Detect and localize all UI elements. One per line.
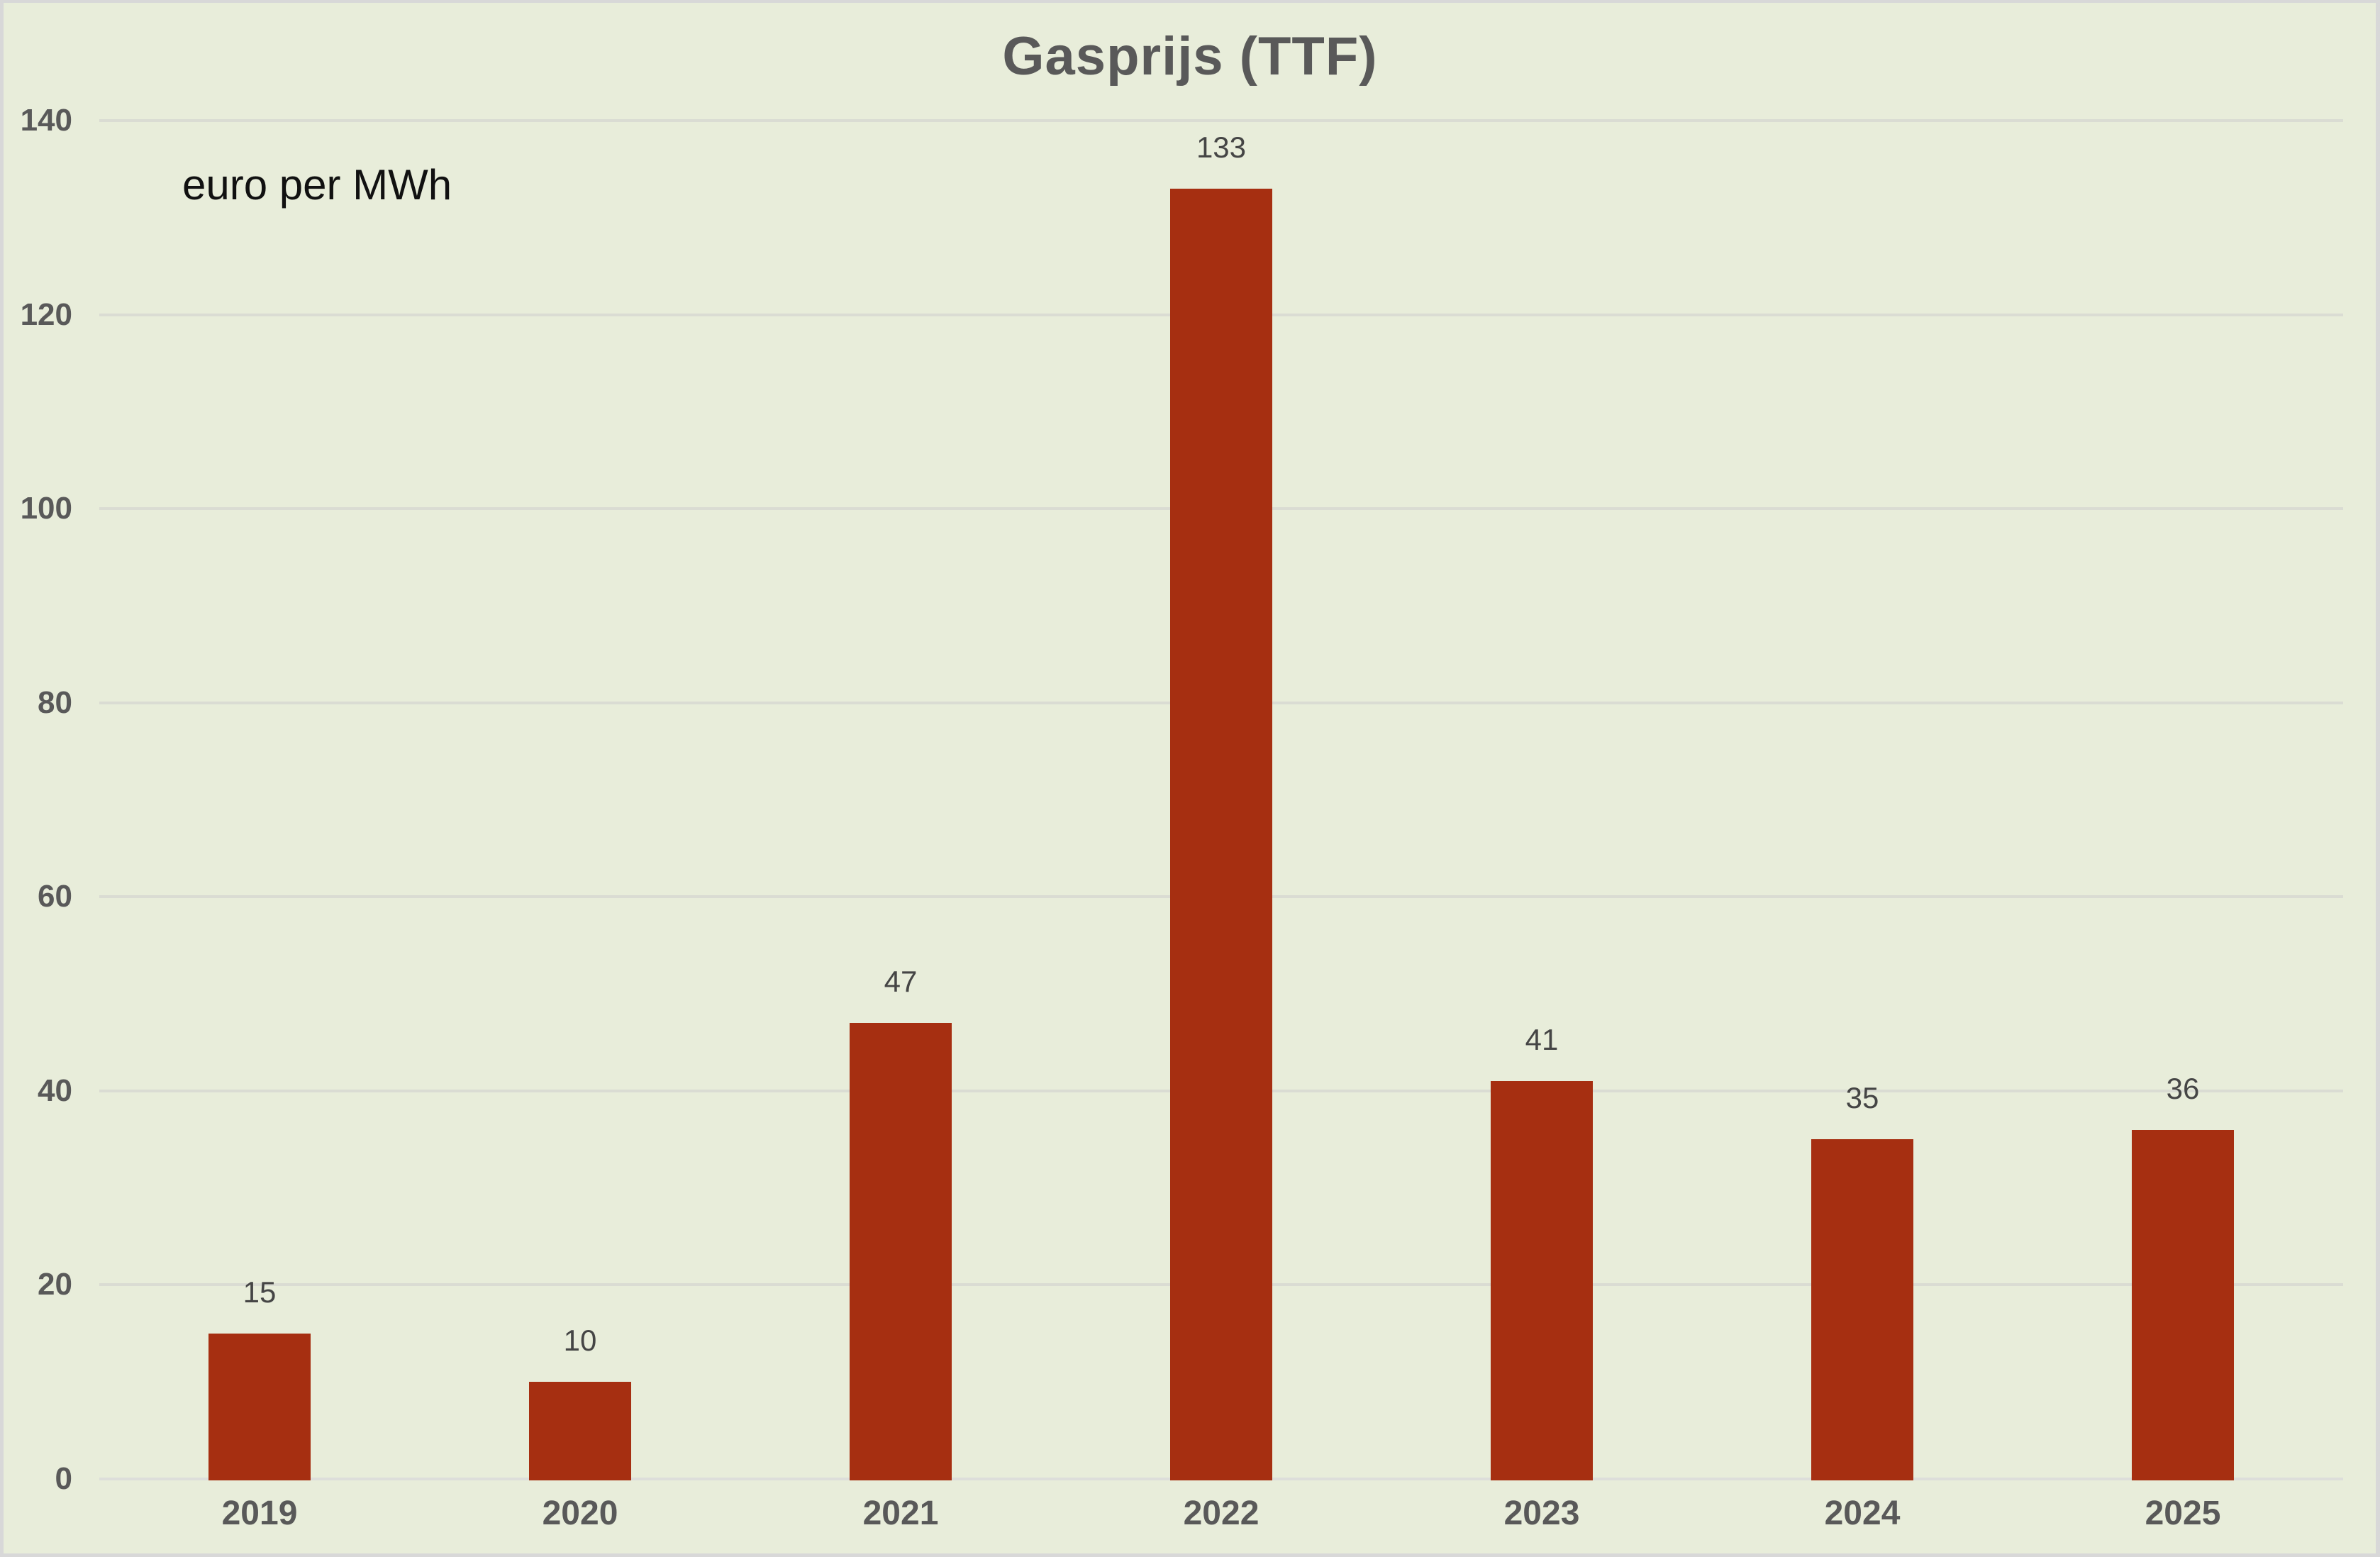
y-axis-tick-label-100: 100	[20, 491, 72, 526]
bar-2024	[1811, 1139, 1913, 1480]
bar-2020	[529, 1382, 631, 1480]
y-axis-tick-label-0: 0	[55, 1461, 72, 1496]
bar-2022	[1170, 188, 1272, 1480]
x-axis-category-label-2020: 2020	[542, 1495, 618, 1532]
bar-value-label-2022: 133	[1196, 130, 1247, 164]
gridline-140	[99, 119, 2343, 122]
bar-value-label-2019: 15	[243, 1275, 277, 1309]
bar-value-label-2023: 41	[1525, 1023, 1559, 1057]
bar-value-label-2020: 10	[563, 1324, 597, 1358]
bar-value-label-2025: 36	[2166, 1071, 2200, 1105]
chart-title: Gasprijs (TTF)	[1002, 26, 1378, 87]
x-axis-category-label-2021: 2021	[862, 1495, 939, 1532]
x-axis-category-label-2024: 2024	[1824, 1495, 1901, 1532]
x-axis-category-label-2025: 2025	[2145, 1495, 2221, 1532]
y-axis-tick-label-140: 140	[20, 103, 72, 138]
bar-2025	[2132, 1129, 2234, 1480]
bar-value-label-2024: 35	[1845, 1081, 1879, 1115]
x-axis-category-label-2022: 2022	[1183, 1495, 1259, 1532]
y-axis-tick-label-120: 120	[20, 297, 72, 332]
y-axis-tick-label-60: 60	[38, 879, 72, 914]
bar-2023	[1491, 1081, 1593, 1480]
bar-2019	[208, 1333, 311, 1480]
y-axis-tick-label-80: 80	[38, 685, 72, 720]
x-axis-category-label-2023: 2023	[1503, 1495, 1580, 1532]
y-axis-tick-label-20: 20	[38, 1267, 72, 1302]
x-axis-category-label-2019: 2019	[221, 1495, 298, 1532]
y-axis-tick-label-40: 40	[38, 1073, 72, 1108]
y-axis-unit-note: euro per MWh	[182, 161, 452, 209]
bar-value-label-2021: 47	[884, 965, 918, 999]
bar-2021	[850, 1023, 952, 1480]
